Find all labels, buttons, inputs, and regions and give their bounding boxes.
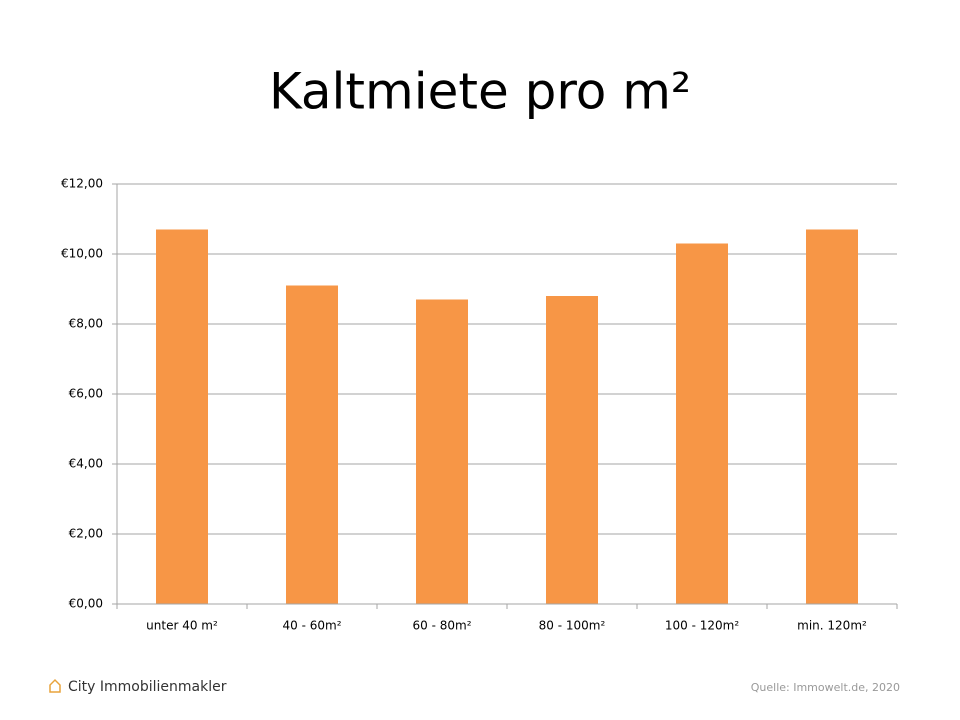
x-tick-label: 60 - 80m² <box>413 619 472 633</box>
brand-icon <box>49 678 61 693</box>
brand: City Immobilienmakler <box>68 679 227 695</box>
x-tick-label: 100 - 120m² <box>665 619 739 633</box>
x-tick-label: 80 - 100m² <box>539 619 606 633</box>
bar <box>806 229 858 604</box>
y-tick-label: €2,00 <box>69 527 103 541</box>
bar <box>156 229 208 604</box>
x-tick-label: 40 - 60m² <box>283 619 342 633</box>
x-tick-label: unter 40 m² <box>146 619 218 633</box>
y-tick-label: €10,00 <box>61 247 103 261</box>
source: Quelle: Immowelt.de, 2020 <box>751 681 900 694</box>
bar <box>416 299 468 604</box>
x-tick-label: min. 120m² <box>797 619 867 633</box>
y-tick-label: €4,00 <box>69 457 103 471</box>
y-tick-label: €8,00 <box>69 317 103 331</box>
y-tick-label: €0,00 <box>69 597 103 611</box>
bar <box>546 296 598 604</box>
y-tick-label: €6,00 <box>69 387 103 401</box>
bar <box>676 243 728 604</box>
bar <box>286 285 338 604</box>
chart-title: Kaltmiete pro m² <box>269 63 691 121</box>
y-tick-label: €12,00 <box>61 177 103 191</box>
